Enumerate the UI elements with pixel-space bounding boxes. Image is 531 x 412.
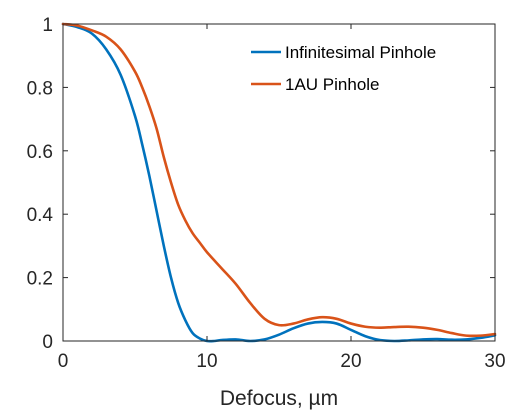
y-tick-label: 0.6: [27, 142, 53, 163]
y-tick-label: 0.2: [27, 269, 53, 290]
y-tick-label: 1: [42, 15, 53, 36]
plot-area: [63, 24, 495, 341]
plot-background: [63, 24, 495, 341]
legend-label-2: 1AU Pinhole: [285, 75, 380, 94]
y-tick-label: 0.4: [27, 205, 54, 226]
legend-label-1: Infinitesimal Pinhole: [285, 43, 436, 62]
y-tick-label: 0: [42, 332, 53, 353]
x-tick-label: 0: [58, 351, 69, 372]
x-tick-label: 20: [340, 351, 361, 372]
y-tick-label: 0.8: [27, 78, 53, 99]
x-tick-label: 10: [196, 351, 217, 372]
x-tick-label: 30: [484, 351, 505, 372]
x-axis-title: Defocus, µm: [220, 387, 338, 410]
